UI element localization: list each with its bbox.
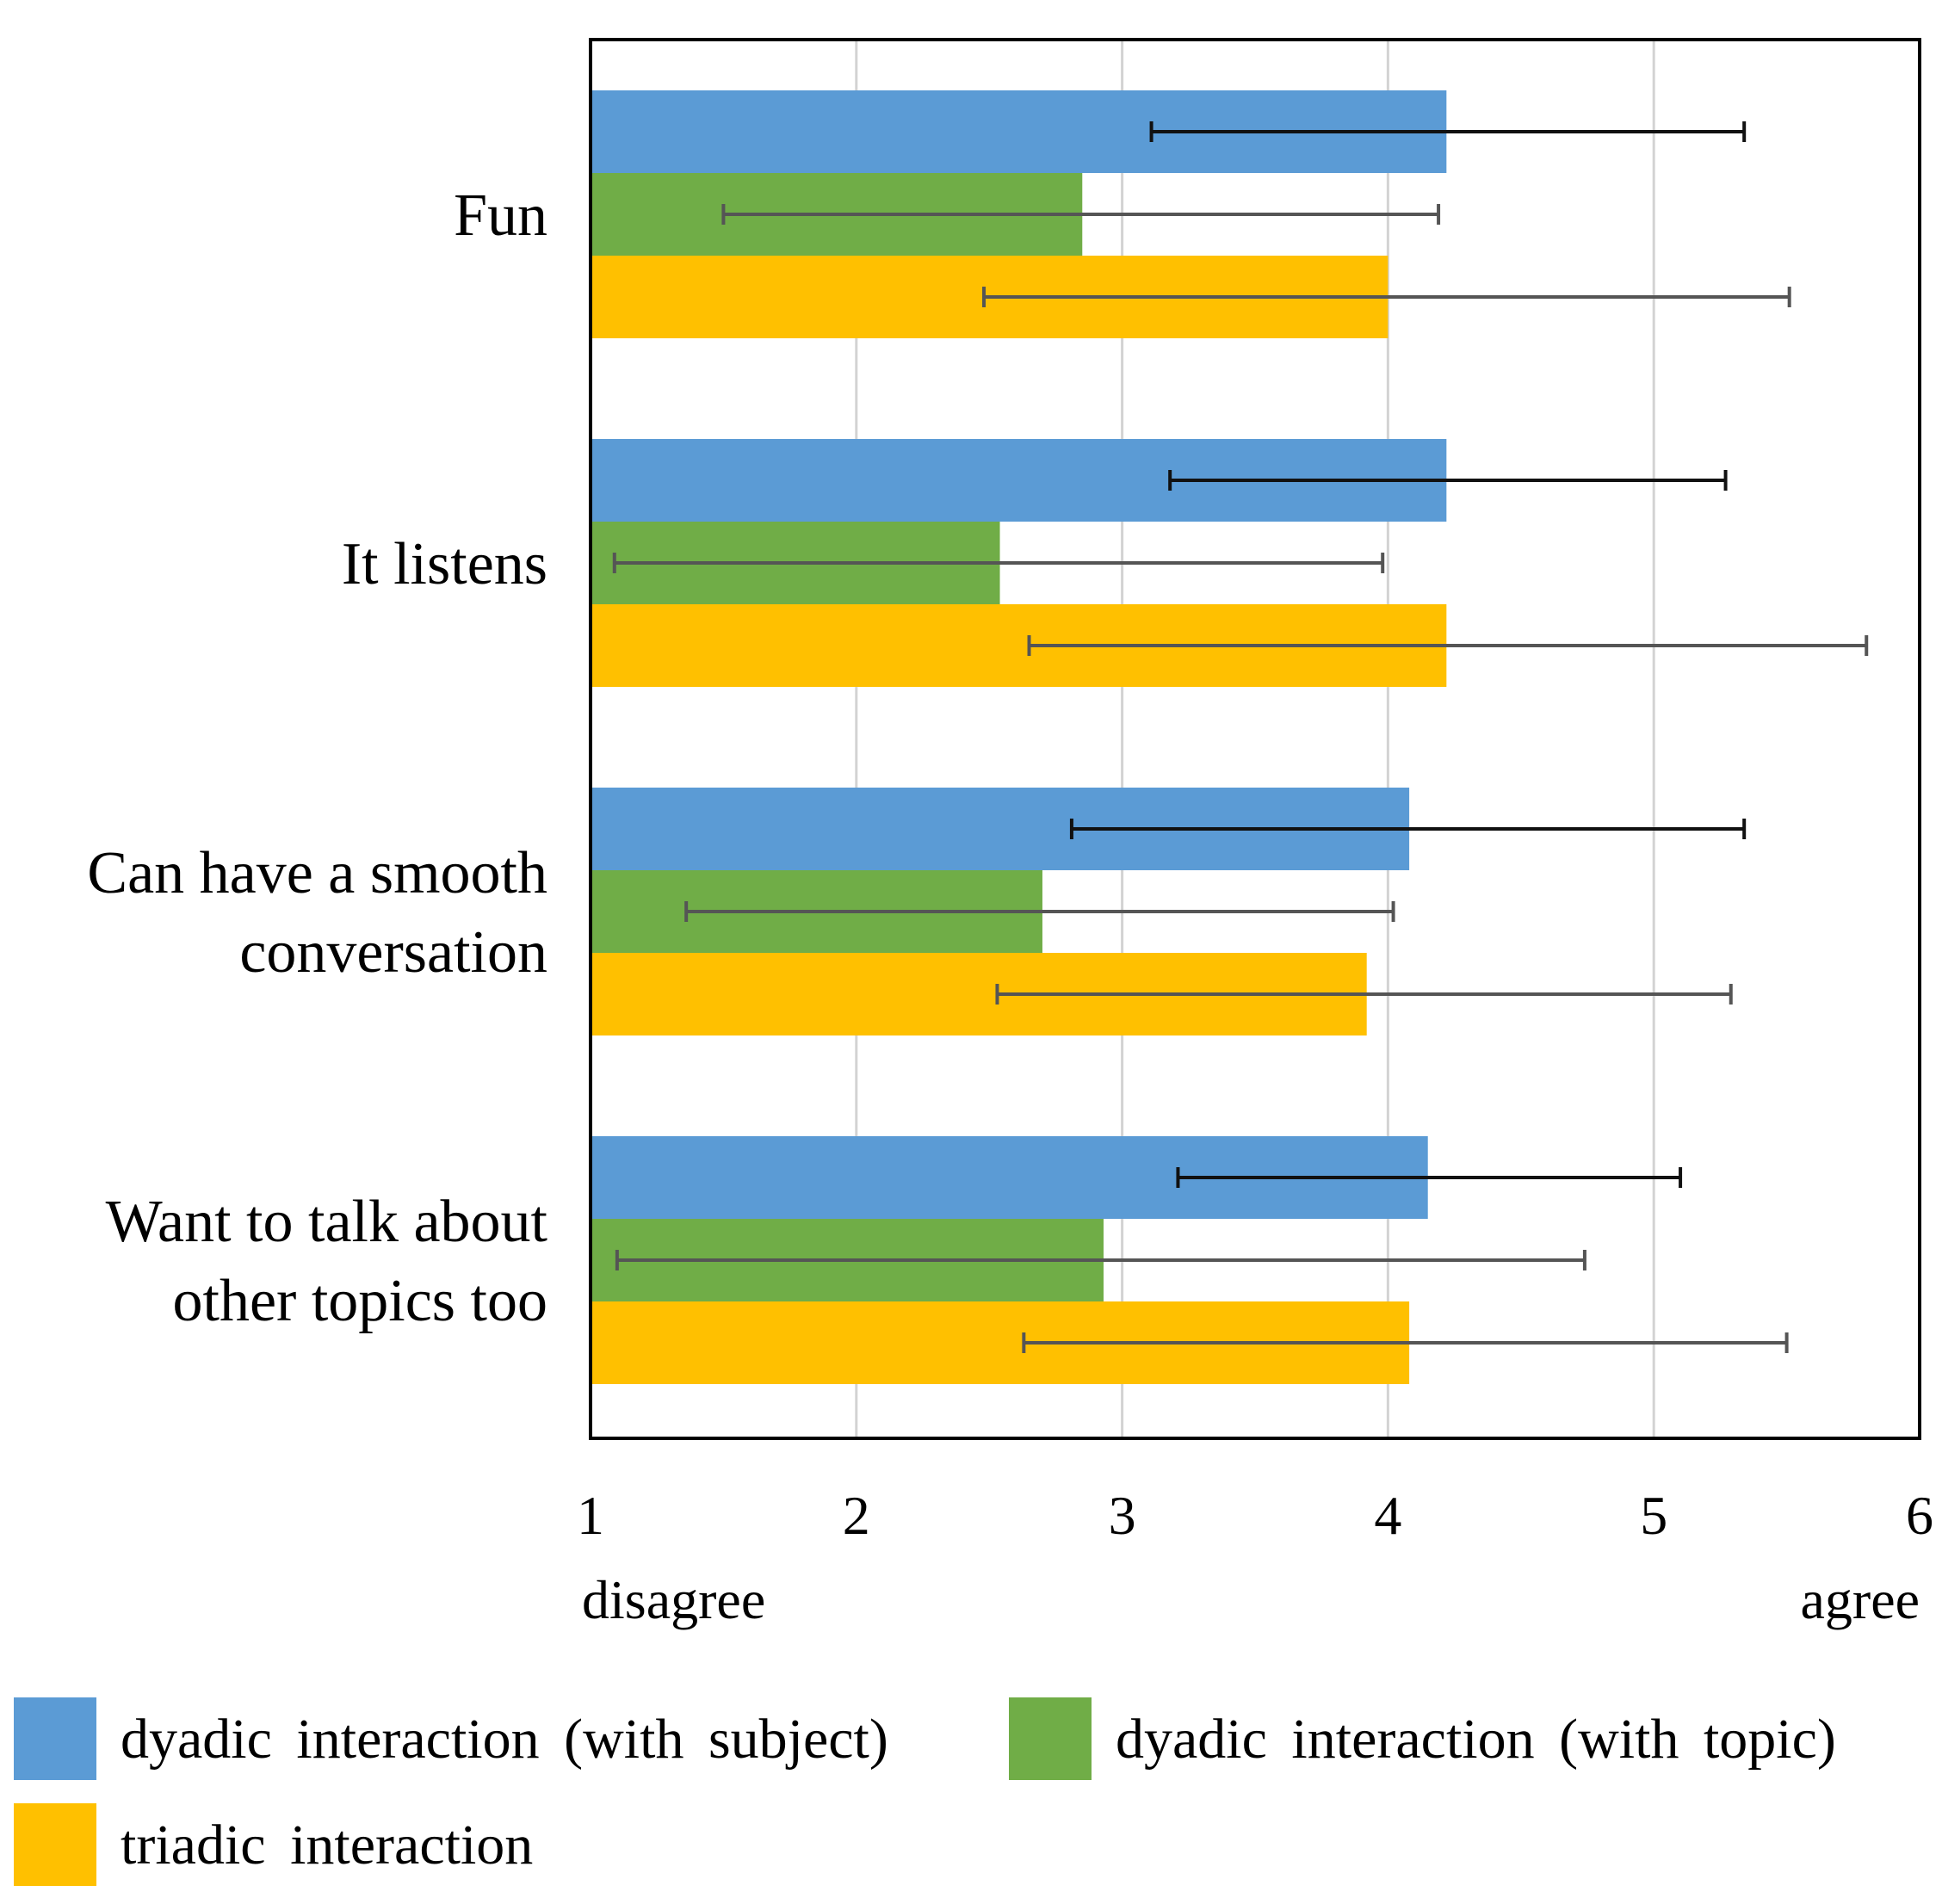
x-tick-label-2: 2	[843, 1485, 870, 1546]
legend-label: dyadic interaction (with topic)	[1116, 1708, 1836, 1771]
category-label-line: It listens	[342, 531, 547, 597]
errorbar-3-1	[615, 1250, 1586, 1270]
errorbar-2-0	[1069, 819, 1747, 839]
errorbar-2-1	[684, 901, 1395, 922]
category-label-2: Can have a smooth conversation	[87, 840, 547, 986]
legend-label: triadic interaction	[121, 1814, 533, 1876]
legend-swatch	[14, 1697, 96, 1780]
bars	[591, 90, 1447, 1384]
legend-label: dyadic interaction (with subject)	[121, 1708, 888, 1771]
errorbar-1-0	[1168, 470, 1728, 491]
category-label-1: It listens	[342, 531, 547, 597]
labels: Fun It listens Can have a smooth conversati…	[87, 182, 1933, 1630]
errorbar-0-0	[1149, 121, 1747, 142]
legend: dyadic interaction (with subject) dyadic …	[14, 1697, 1836, 1886]
errorbar-0-2	[982, 287, 1791, 307]
errorbar-1-1	[612, 553, 1385, 573]
x-tick-label-3: 3	[1109, 1485, 1136, 1546]
category-label-line: Can have a smooth	[87, 840, 547, 906]
error-bars	[612, 121, 1869, 1353]
legend-swatch	[1009, 1697, 1092, 1780]
legend-item-2: triadic interaction	[14, 1803, 533, 1886]
x-end-label-left: disagree	[582, 1569, 765, 1630]
legend-swatch	[14, 1803, 96, 1886]
x-tick-label-4: 4	[1374, 1485, 1401, 1546]
legend-item-1: dyadic interaction (with topic)	[1009, 1697, 1836, 1780]
errorbar-2-2	[995, 984, 1733, 1005]
category-label-0: Fun	[454, 182, 547, 249]
x-tick-label-1: 1	[577, 1485, 604, 1546]
legend-item-0: dyadic interaction (with subject)	[14, 1697, 888, 1780]
plot-frame	[589, 38, 1921, 1440]
x-end-label-right: agree	[1800, 1569, 1920, 1630]
errorbar-0-1	[721, 204, 1441, 225]
x-tick-label-5: 5	[1640, 1485, 1667, 1546]
category-label-3: Want to talk about other topics too	[106, 1189, 548, 1334]
category-label-line: Want to talk about	[106, 1189, 548, 1255]
errorbar-3-0	[1176, 1167, 1683, 1188]
errorbar-3-2	[1022, 1332, 1789, 1353]
x-tick-label-6: 6	[1906, 1485, 1933, 1546]
category-label-line: other topics too	[173, 1268, 547, 1334]
category-label-line: Fun	[454, 182, 547, 249]
errorbar-1-2	[1027, 635, 1869, 656]
category-label-line: conversation	[239, 919, 547, 986]
